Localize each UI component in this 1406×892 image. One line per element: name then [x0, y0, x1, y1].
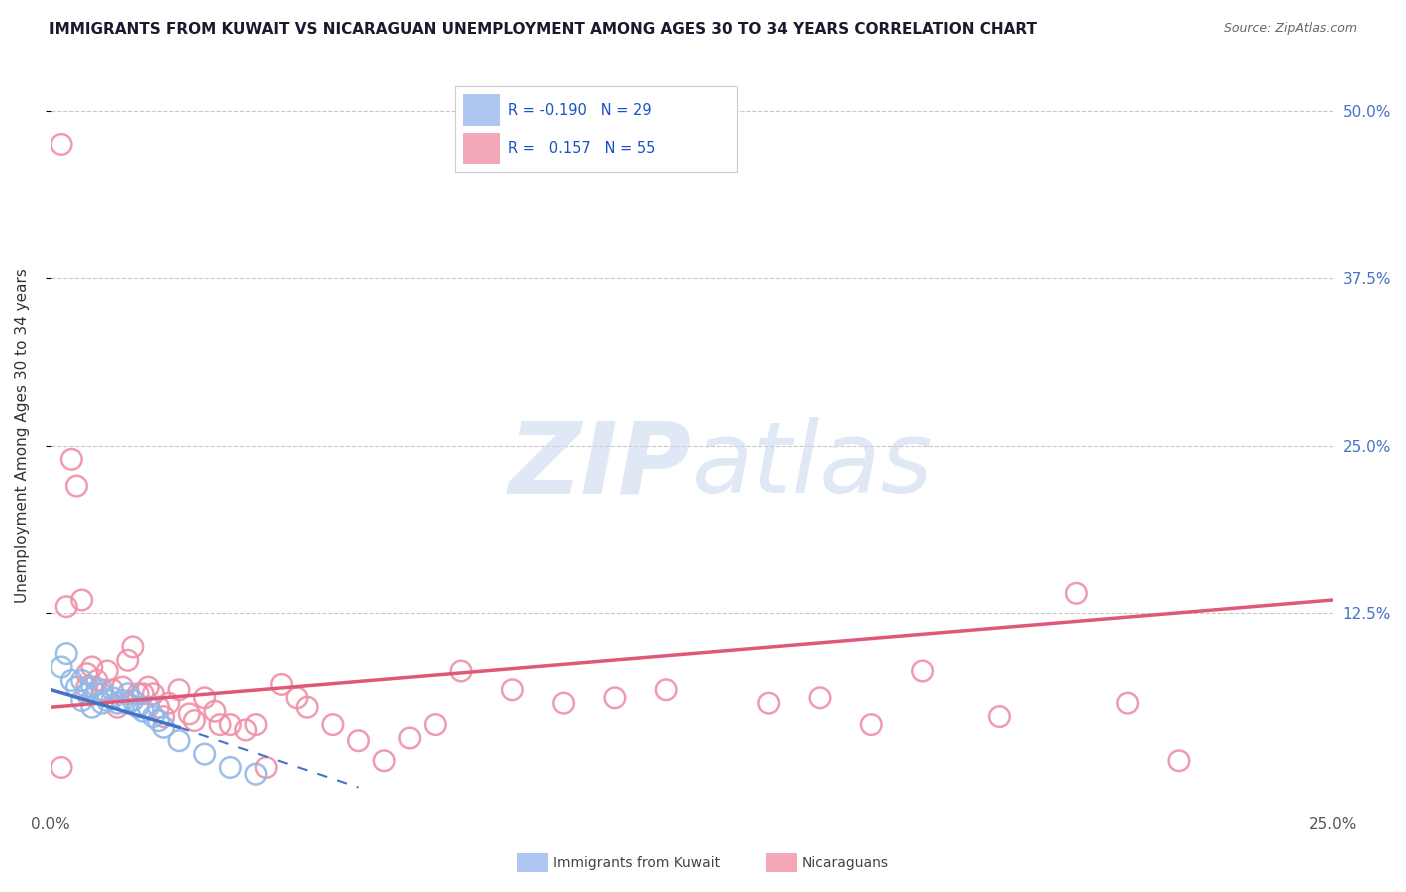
Point [76, 680, 98, 694]
Point [179, 706, 201, 721]
Point [373, 754, 395, 768]
Point [860, 717, 883, 731]
Point [55, 647, 77, 661]
Point [70, 593, 93, 607]
Point [127, 687, 149, 701]
Point [167, 733, 190, 747]
Text: IMMIGRANTS FROM KUWAIT VS NICARAGUAN UNEMPLOYMENT AMONG AGES 30 TO 34 YEARS CORR: IMMIGRANTS FROM KUWAIT VS NICARAGUAN UNE… [49, 22, 1038, 37]
Point [60, 673, 83, 688]
Point [167, 682, 190, 697]
Point [988, 709, 1011, 723]
Y-axis label: Unemployment Among Ages 30 to 34 years: Unemployment Among Ages 30 to 34 years [15, 268, 30, 603]
Point [235, 723, 257, 737]
Point [60, 452, 83, 467]
Point [603, 690, 626, 705]
Point [285, 690, 308, 705]
Point [132, 687, 155, 701]
Point [183, 714, 205, 728]
Point [219, 717, 242, 731]
Point [76, 666, 98, 681]
Point [142, 687, 165, 701]
Point [76, 687, 98, 701]
Point [111, 680, 134, 694]
Point [91, 696, 114, 710]
Point [1168, 754, 1191, 768]
Point [70, 673, 93, 688]
Point [91, 682, 114, 697]
Text: Nicaraguans: Nicaraguans [801, 855, 889, 870]
Point [911, 664, 934, 678]
Point [136, 680, 159, 694]
Point [297, 700, 319, 714]
Point [49, 660, 72, 674]
Point [80, 660, 103, 674]
Point [142, 709, 165, 723]
Point [209, 717, 232, 731]
Point [245, 767, 267, 781]
Point [111, 693, 134, 707]
Point [1116, 696, 1139, 710]
Point [450, 664, 472, 678]
Point [758, 696, 780, 710]
Point [322, 717, 344, 731]
Text: atlas: atlas [692, 417, 934, 514]
Point [152, 720, 174, 734]
Point [152, 709, 174, 723]
Point [65, 479, 87, 493]
Point [1066, 586, 1088, 600]
Point [107, 700, 129, 714]
Point [157, 696, 180, 710]
Text: ZIP: ZIP [509, 417, 692, 514]
Point [148, 714, 170, 728]
Point [136, 700, 159, 714]
Point [49, 137, 72, 152]
Point [80, 700, 103, 714]
Point [122, 640, 145, 654]
Point [91, 687, 114, 701]
Point [194, 690, 217, 705]
Point [107, 696, 129, 710]
Point [117, 696, 139, 710]
Point [80, 680, 103, 694]
Point [270, 677, 292, 691]
Point [96, 693, 118, 707]
Point [49, 760, 72, 774]
Point [55, 599, 77, 614]
Point [219, 760, 242, 774]
Point [86, 687, 108, 701]
Point [553, 696, 575, 710]
Point [70, 693, 93, 707]
Point [101, 690, 124, 705]
Point [194, 747, 217, 761]
Text: Immigrants from Kuwait: Immigrants from Kuwait [553, 855, 720, 870]
Point [148, 700, 170, 714]
Point [204, 704, 226, 718]
Point [86, 673, 108, 688]
Point [254, 760, 277, 774]
Point [127, 700, 149, 714]
Point [65, 680, 87, 694]
Point [808, 690, 831, 705]
Point [96, 664, 118, 678]
Point [117, 687, 139, 701]
Point [398, 731, 420, 745]
Point [347, 733, 370, 747]
Point [245, 717, 267, 731]
Point [117, 653, 139, 667]
Point [501, 682, 523, 697]
Point [425, 717, 447, 731]
Point [122, 693, 145, 707]
Text: Source: ZipAtlas.com: Source: ZipAtlas.com [1223, 22, 1357, 36]
Point [655, 682, 678, 697]
Point [101, 682, 124, 697]
Point [132, 704, 155, 718]
